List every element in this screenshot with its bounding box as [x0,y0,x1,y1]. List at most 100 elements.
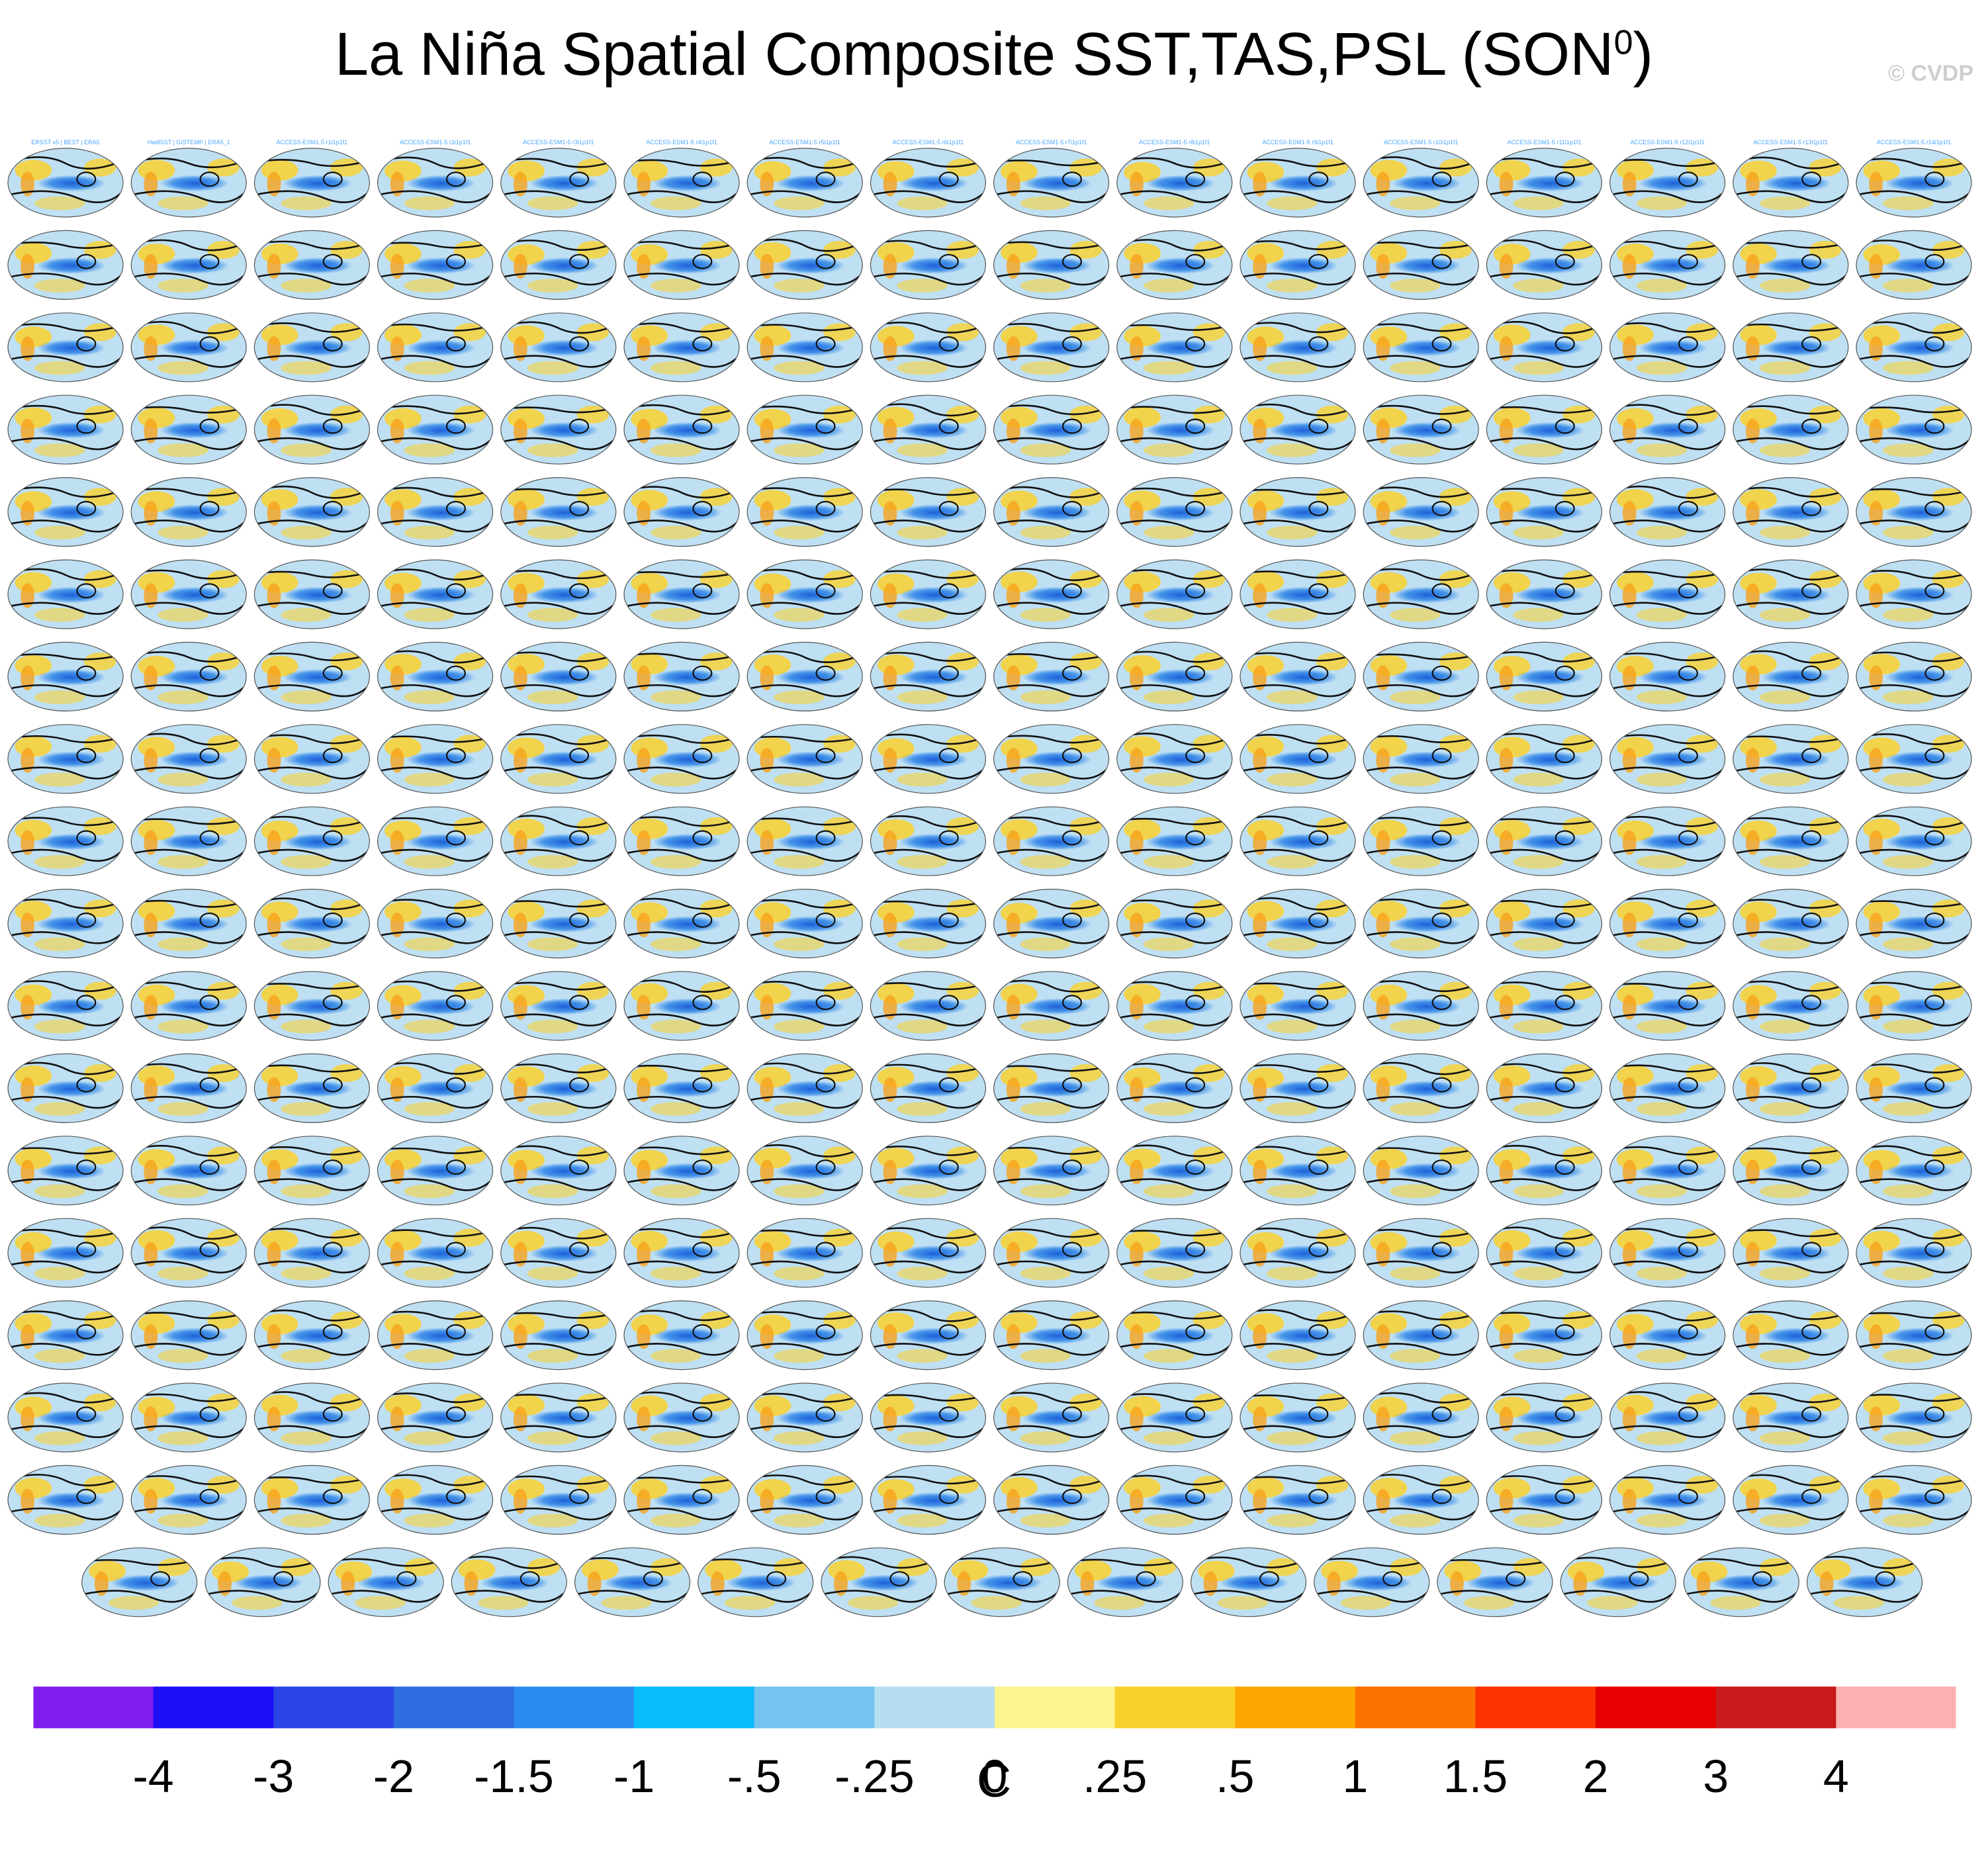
map-panel: ACCESS-ESM1-5 r1i1p1f1 [253,139,370,218]
map-panel [7,641,124,712]
map-panel [377,1053,494,1124]
map-panel [1363,641,1479,712]
colorbar-bin [1475,1686,1596,1729]
map-panel [81,1547,198,1617]
panel-label: ACCESS-ESM1-5 r4i1p1f1 [646,139,717,146]
colorbar-tick-label: -1 [613,1750,655,1802]
map-panel [1486,1136,1602,1206]
colorbar-tick-label: 3 [1703,1750,1729,1802]
map-panel [993,1300,1110,1371]
map-panel [623,1136,740,1206]
panel-label: ACCESS-ESM1-5 r2i1p1f1 [400,139,471,146]
map-panel [623,1300,740,1371]
map-panel [1486,1300,1602,1371]
map-panel [1856,1053,1972,1124]
map-panel [1240,1053,1356,1124]
panel-label: HadISST | GISTEMP | ERA5_1 [148,139,230,146]
map-panel [1240,1136,1356,1206]
cvdp-watermark: © CVDP [1888,61,1973,86]
map-panel [993,559,1110,629]
map-panel [1363,888,1479,959]
map-panel [1856,971,1972,1041]
map-panel [377,559,494,629]
map-panel [130,394,247,465]
map-panel [1609,559,1726,629]
map-panel [1363,476,1479,547]
map-panel [377,888,494,959]
map-panel [993,971,1110,1041]
map-panel [1486,1465,1602,1535]
map-panel [1486,312,1602,383]
map-panel [7,1465,124,1535]
map-panel [1733,1218,1849,1288]
map-panel [746,559,863,629]
map-panel [1116,971,1233,1041]
map-panel [7,476,124,547]
map-panel [746,641,863,712]
map-panel [500,1300,617,1371]
map-panel: ACCESS-ESM1-5 r7i1p1f1 [993,139,1110,218]
map-panel [1486,559,1602,629]
map-panel [1856,1465,1972,1535]
map-panel [1733,806,1849,876]
map-panel [1856,641,1972,712]
map-panel [1240,1300,1356,1371]
map-panel [500,888,617,959]
map-panel: ACCESS-ESM1-5 r9i1p1f1 [1240,139,1356,218]
map-panel [500,971,617,1041]
map-panel [1240,806,1356,876]
map-panel [1116,1382,1233,1453]
colorbar-bin [1114,1686,1236,1729]
map-panel [870,1382,987,1453]
colorbar-bin [1596,1686,1717,1729]
map-panel [500,394,617,465]
map-panel [1116,394,1233,465]
map-panel [870,724,987,794]
map-panel [1609,806,1726,876]
map-panel: ACCESS-ESM1-5 r8i1p1f1 [1116,139,1233,218]
map-panel [870,312,987,383]
map-panel [1486,888,1602,959]
map-panel [746,1300,863,1371]
map-panel [1733,888,1849,959]
map-panel [746,394,863,465]
map-panel [1486,476,1602,547]
map-panel [1733,559,1849,629]
map-panel: ACCESS-ESM1-5 r6i1p1f1 [870,139,987,218]
map-panel [623,476,740,547]
map-panel [377,971,494,1041]
map-panel [377,230,494,300]
map-panel [870,1465,987,1535]
map-panel [1733,230,1849,300]
map-panel [623,888,740,959]
map-panel [1856,559,1972,629]
map-panel [993,1136,1110,1206]
map-panel [870,394,987,465]
map-panel [1609,394,1726,465]
panel-label: ACCESS-ESM1-5 r10i1p1f1 [1384,139,1459,146]
panel-label: ERSST v5 | BEST | ERA5 [31,139,99,146]
map-panel [746,888,863,959]
map-panel [623,971,740,1041]
colorbar-bin [33,1686,154,1729]
map-panel [746,312,863,383]
colorbar-bin [995,1686,1116,1729]
map-panel [1240,394,1356,465]
map-panel [1363,1465,1479,1535]
panel-label: ACCESS-ESM1-5 r13i1p1f1 [1754,139,1829,146]
map-panel [500,1465,617,1535]
map-panel [130,806,247,876]
colorbar-frame [32,1686,1957,1729]
map-panel [7,559,124,629]
colorbar-bin [754,1686,875,1729]
map-panel [130,1300,247,1371]
map-panel [1609,1382,1726,1453]
map-panel [1363,724,1479,794]
map-panel [130,888,247,959]
map-panel [253,230,370,300]
colorbar-tick-label: 0 [982,1750,1008,1802]
panel-label: ACCESS-ESM1-5 r14i1p1f1 [1877,139,1952,146]
map-panel [870,971,987,1041]
map-panel [1609,1465,1726,1535]
